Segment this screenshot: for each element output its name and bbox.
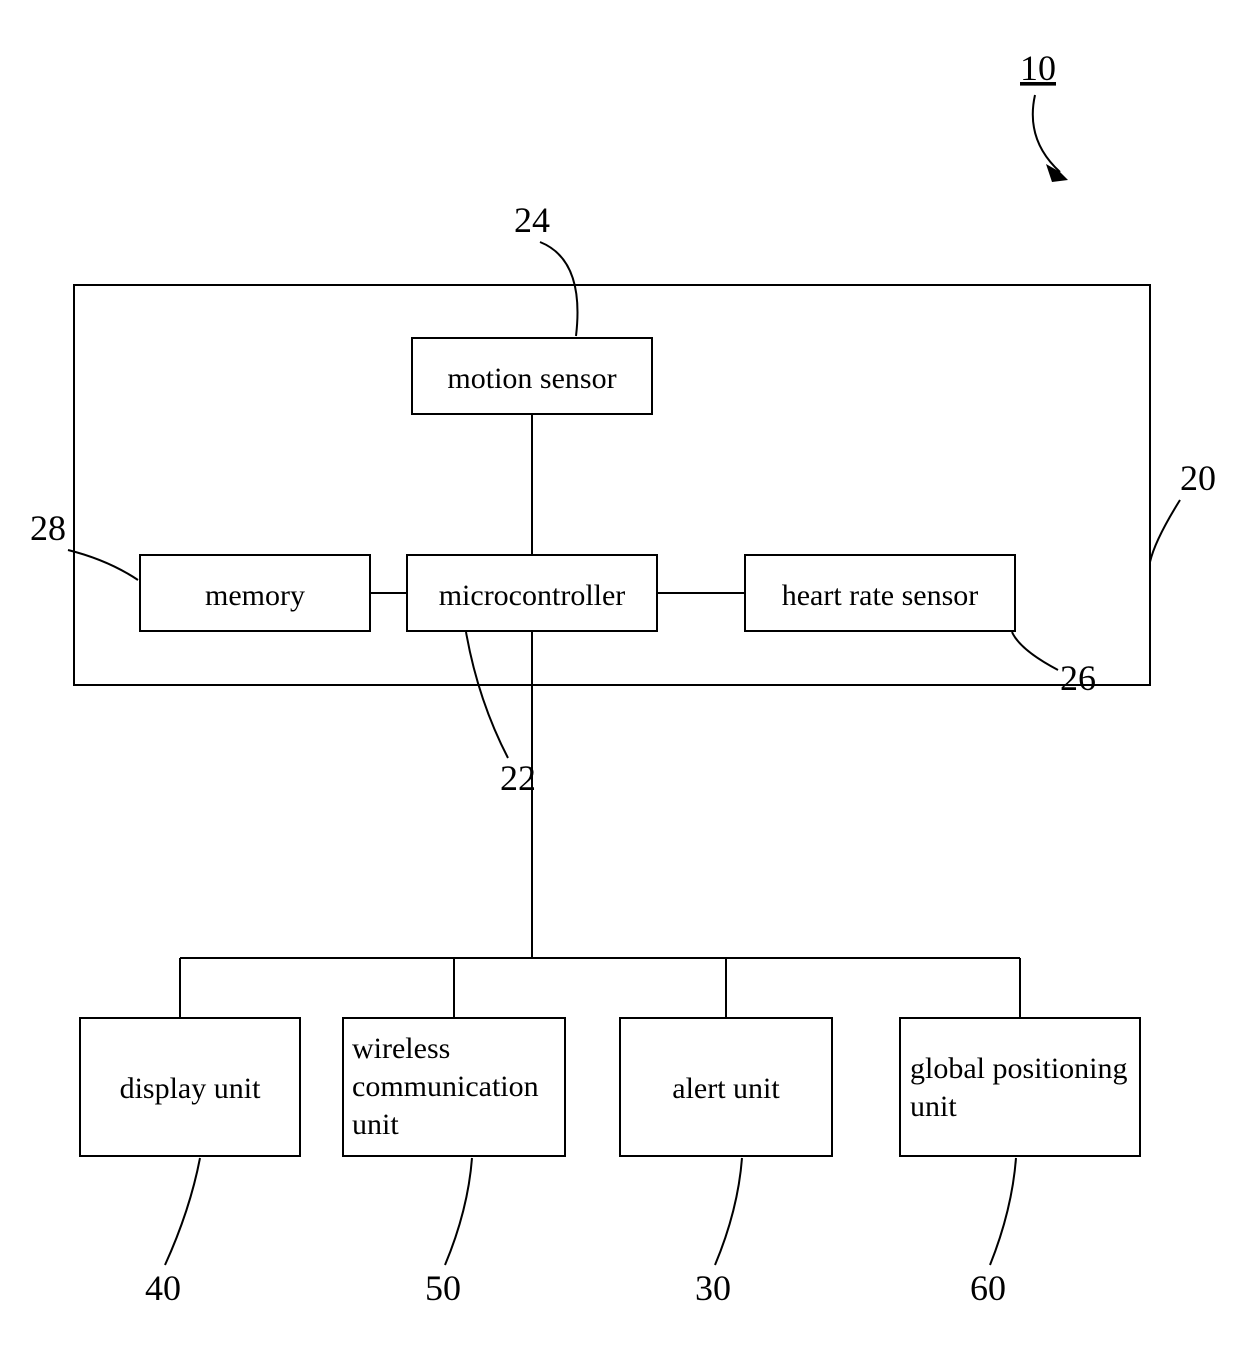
- wireless-comm-label-l1: wireless: [352, 1032, 450, 1065]
- ref-60: 60: [970, 1268, 1006, 1308]
- ref-26: 26: [1060, 658, 1096, 698]
- ref-main-leader: [1033, 95, 1060, 172]
- ref-60-leader: [990, 1158, 1016, 1265]
- ref-50: 50: [425, 1268, 461, 1308]
- ref-30-leader: [715, 1158, 742, 1265]
- alert-unit-label: alert unit: [672, 1072, 780, 1105]
- display-unit-label: display unit: [120, 1072, 261, 1105]
- heart-rate-label: heart rate sensor: [782, 579, 979, 612]
- ref-20: 20: [1180, 458, 1216, 498]
- ref-main-arrowhead: [1046, 164, 1068, 182]
- gps-unit-label-l2: unit: [910, 1090, 957, 1123]
- ref-22: 22: [500, 758, 536, 798]
- ref-20-leader: [1150, 500, 1180, 562]
- memory-label: memory: [205, 579, 305, 612]
- ref-28: 28: [30, 508, 66, 548]
- block-diagram: 10 motion sensor microcontroller memory …: [0, 0, 1240, 1349]
- wireless-comm-label-l2: communication: [352, 1070, 539, 1103]
- ref-30: 30: [695, 1268, 731, 1308]
- motion-sensor-label: motion sensor: [447, 362, 616, 395]
- gps-unit-box: [900, 1018, 1140, 1156]
- ref-40-leader: [165, 1158, 200, 1265]
- microcontroller-label: microcontroller: [439, 579, 626, 612]
- ref-50-leader: [445, 1158, 472, 1265]
- ref-24: 24: [514, 200, 550, 240]
- gps-unit-label-l1: global positioning: [910, 1052, 1128, 1085]
- ref-main: 10: [1020, 48, 1056, 88]
- wireless-comm-label-l3: unit: [352, 1108, 399, 1141]
- ref-40: 40: [145, 1268, 181, 1308]
